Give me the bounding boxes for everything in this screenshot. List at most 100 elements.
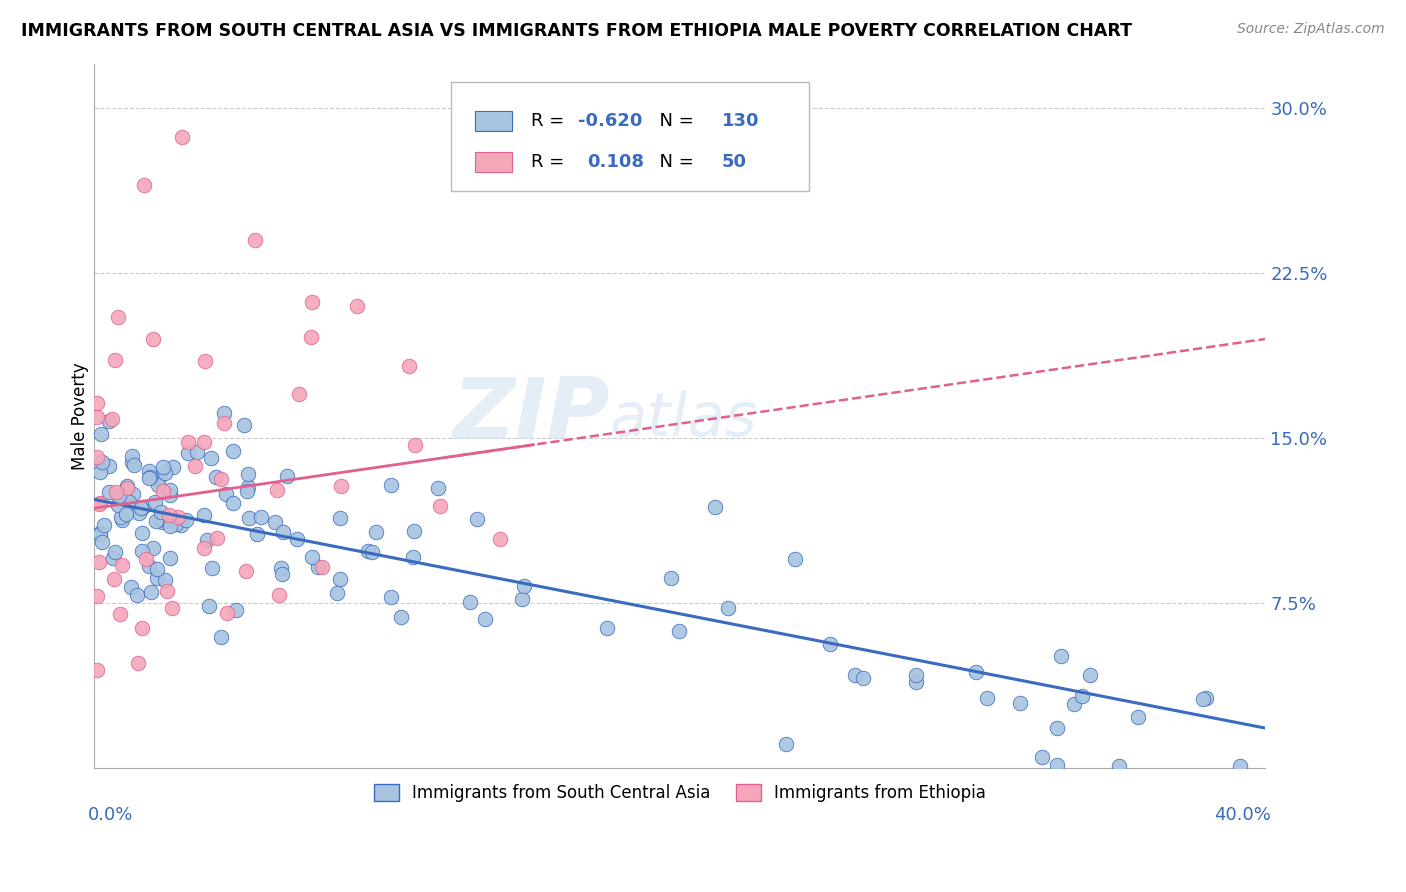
Point [193, 508, 215, 522]
Point [238, 467, 260, 481]
FancyBboxPatch shape [451, 82, 808, 191]
Point [149, 512, 172, 526]
Point [159, 488, 181, 502]
Point [142, 541, 165, 556]
Point [139, 584, 162, 599]
Point [128, 506, 150, 520]
Point [101, 551, 124, 566]
Point [1046, 758, 1069, 772]
Point [380, 478, 402, 492]
Point [704, 500, 727, 514]
Point [225, 603, 247, 617]
Point [214, 406, 236, 420]
Text: N =: N = [648, 153, 700, 171]
Point [595, 621, 617, 635]
Text: Source: ZipAtlas.com: Source: ZipAtlas.com [1237, 22, 1385, 37]
Point [107, 490, 129, 504]
Point [852, 671, 875, 685]
Point [107, 498, 129, 512]
Point [965, 665, 987, 679]
Point [87, 555, 110, 569]
Point [108, 607, 131, 621]
Point [212, 417, 235, 431]
Point [366, 524, 388, 539]
Point [717, 601, 740, 615]
Text: 130: 130 [721, 112, 759, 130]
Point [235, 564, 257, 578]
Point [288, 387, 311, 401]
Point [668, 624, 690, 638]
Point [209, 472, 232, 486]
Point [1008, 696, 1031, 710]
Point [138, 471, 160, 485]
Point [177, 446, 200, 460]
Point [138, 559, 160, 574]
Point [905, 668, 928, 682]
Point [121, 487, 143, 501]
Point [238, 511, 260, 525]
Point [135, 552, 157, 566]
Point [458, 595, 481, 609]
Point [86, 663, 108, 677]
Point [271, 566, 294, 581]
Point [217, 606, 239, 620]
Text: R =: R = [531, 112, 569, 130]
Point [110, 510, 132, 524]
Point [162, 460, 184, 475]
Point [361, 545, 384, 559]
Point [1031, 750, 1053, 764]
Point [1071, 690, 1094, 704]
Point [391, 610, 413, 624]
Point [429, 500, 451, 514]
Point [87, 497, 110, 511]
Point [121, 455, 143, 469]
Point [266, 483, 288, 497]
Point [142, 332, 165, 346]
Point [86, 409, 108, 424]
Point [177, 435, 200, 450]
Point [270, 561, 292, 575]
Point [904, 675, 927, 690]
Point [329, 572, 352, 586]
Text: 0.108: 0.108 [588, 153, 644, 171]
Point [215, 487, 238, 501]
Point [1078, 668, 1101, 682]
Point [146, 562, 169, 576]
Point [146, 570, 169, 584]
Point [250, 510, 273, 524]
Point [129, 500, 152, 515]
FancyBboxPatch shape [475, 112, 512, 131]
Text: 0.0%: 0.0% [89, 806, 134, 824]
Point [404, 438, 426, 452]
Point [159, 519, 181, 533]
Point [86, 396, 108, 410]
Point [101, 412, 124, 426]
Point [1108, 758, 1130, 772]
Point [165, 516, 187, 531]
FancyBboxPatch shape [475, 152, 512, 172]
Point [146, 478, 169, 492]
Point [127, 588, 149, 602]
Point [193, 435, 215, 450]
Point [90, 534, 112, 549]
Point [89, 526, 111, 541]
Point [287, 532, 309, 546]
Point [159, 550, 181, 565]
Point [222, 443, 245, 458]
Text: 50: 50 [721, 153, 747, 171]
Point [276, 469, 298, 483]
Point [115, 479, 138, 493]
Point [205, 531, 228, 545]
Point [145, 514, 167, 528]
Point [1192, 691, 1215, 706]
Point [510, 591, 533, 606]
Point [120, 580, 142, 594]
Point [145, 472, 167, 486]
Point [380, 590, 402, 604]
Point [155, 573, 177, 587]
Point [326, 586, 349, 600]
Point [86, 590, 108, 604]
Point [267, 588, 290, 602]
Point [186, 445, 208, 459]
Point [775, 738, 797, 752]
